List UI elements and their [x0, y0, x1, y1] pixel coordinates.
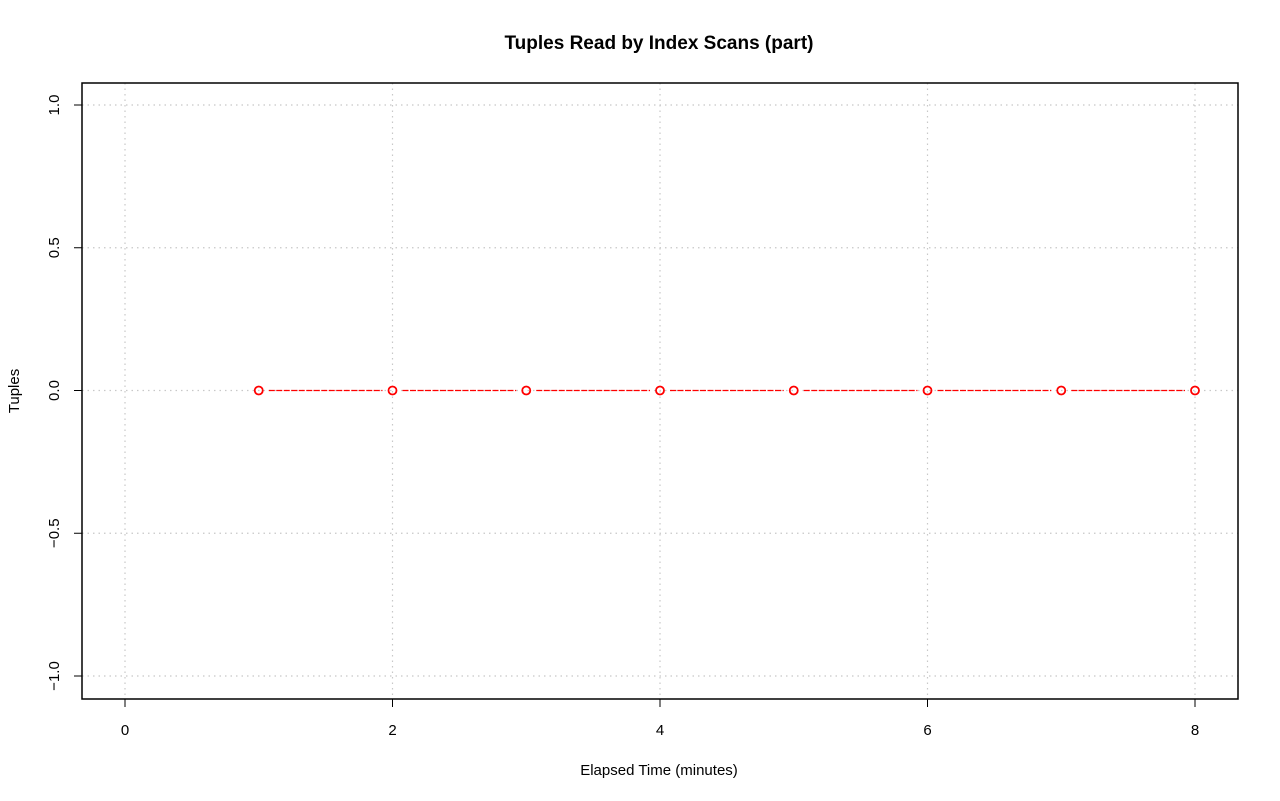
data-point: [788, 385, 799, 396]
x-axis-label: Elapsed Time (minutes): [580, 762, 738, 779]
y-tick-label: −1.0: [46, 661, 63, 691]
series-layer: [253, 385, 1200, 396]
data-point: [655, 385, 665, 396]
data-point: [922, 385, 933, 396]
y-tick-label: −0.5: [46, 518, 63, 548]
x-tick-label: 6: [923, 722, 931, 739]
chart-title: Tuples Read by Index Scans (part): [504, 33, 813, 54]
y-axis: −1.0 −0.5 0.0 0.5 1.0: [46, 95, 82, 691]
x-tick-label: 4: [656, 722, 664, 739]
y-tick-label: 0.5: [46, 237, 63, 258]
data-point: [253, 385, 264, 396]
data-point: [1190, 385, 1200, 396]
data-point: [1056, 385, 1067, 396]
x-tick-label: 2: [388, 722, 396, 739]
series: [253, 385, 1200, 396]
y-tick-label: 1.0: [46, 95, 63, 116]
x-tick-label: 8: [1191, 722, 1199, 739]
y-tick-label: 0.0: [46, 380, 63, 401]
data-point: [387, 385, 398, 396]
x-tick-label: 0: [121, 722, 129, 739]
x-axis: 0 2 4 6 8: [121, 699, 1199, 739]
y-axis-label: Tuples: [6, 369, 23, 413]
data-point: [521, 385, 532, 396]
